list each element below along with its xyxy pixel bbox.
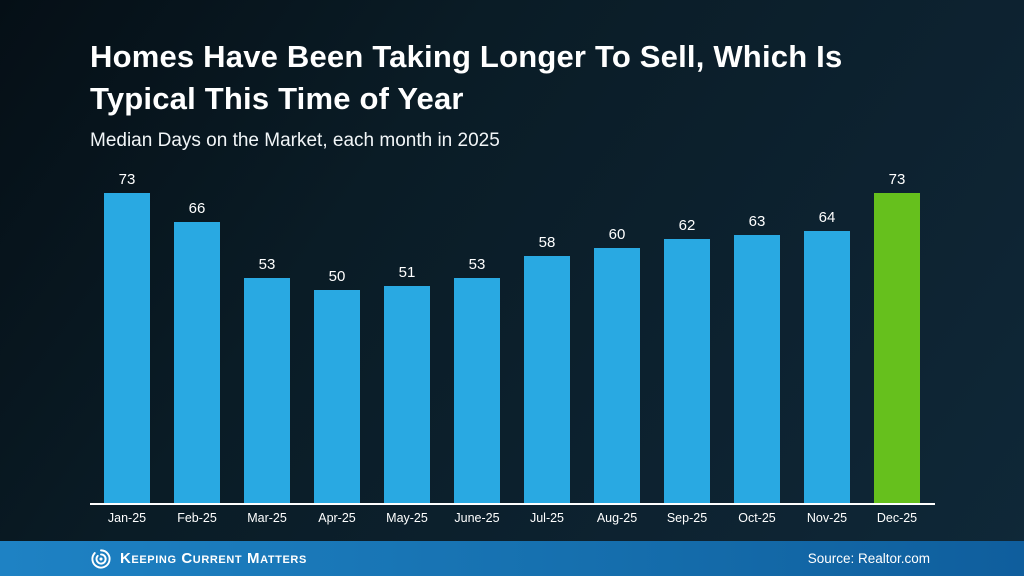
bar: [174, 222, 220, 503]
bar-slot: 64: [792, 209, 862, 503]
x-tick-label: June-25: [454, 511, 500, 525]
bar: [594, 248, 640, 503]
bar-value-label: 53: [258, 256, 276, 273]
bar-value-label: 66: [188, 200, 206, 217]
x-tick-label: Mar-25: [247, 511, 287, 525]
x-tick-label: Nov-25: [806, 511, 848, 525]
bar-value-label: 73: [118, 171, 136, 188]
chart-subtitle: Median Days on the Market, each month in…: [90, 130, 500, 151]
bar-slot: 62: [652, 217, 722, 503]
bar-slot: 50: [302, 268, 372, 503]
bar: [874, 193, 920, 503]
bar-value-label: 63: [748, 213, 766, 230]
x-tick-label: Jan-25: [107, 511, 147, 525]
bar-value-label: 73: [888, 171, 906, 188]
x-axis-labels: Jan-25 Feb-25 Mar-25 Apr-25 May-25 June-25 Jul…: [92, 511, 932, 525]
bar-slot: 53: [232, 256, 302, 503]
bar-slot: 58: [512, 234, 582, 503]
brand-name: Keeping Current Matters: [120, 550, 307, 567]
bar-slot: 53: [442, 256, 512, 503]
bar: [664, 239, 710, 503]
source-text: Source: Realtor.com: [807, 551, 930, 566]
bar-slot: 66: [162, 200, 232, 503]
header: Homes Have Been Taking Longer To Sell, W…: [90, 36, 970, 152]
bar: [804, 231, 850, 503]
x-tick-label: Jul-25: [529, 511, 565, 525]
bar: [454, 278, 500, 503]
x-tick-label: May-25: [386, 511, 428, 525]
bar: [314, 290, 360, 503]
brand: Keeping Current Matters: [90, 548, 307, 570]
bar: [104, 193, 150, 503]
bar: [734, 235, 780, 503]
bar-slot: 73: [862, 171, 932, 503]
bar-value-label: 50: [328, 268, 346, 285]
chart-title: Homes Have Been Taking Longer To Sell, W…: [90, 39, 843, 116]
x-tick-label: Apr-25: [318, 511, 356, 525]
x-tick-label: Feb-25: [177, 511, 217, 525]
x-tick-label: Oct-25: [738, 511, 776, 525]
bar-slot: 63: [722, 213, 792, 503]
bar-value-label: 53: [468, 256, 486, 273]
x-axis-line: [90, 503, 935, 505]
x-tick-label: Aug-25: [596, 511, 638, 525]
bar-slot: 60: [582, 226, 652, 503]
bar: [524, 256, 570, 503]
bar-value-label: 60: [608, 226, 626, 243]
bar-slot: 51: [372, 264, 442, 503]
bar-slot: 73: [92, 171, 162, 503]
bar: [244, 278, 290, 503]
footer-bar: Keeping Current Matters Source: Realtor.…: [0, 541, 1024, 576]
bar-value-label: 51: [398, 264, 416, 281]
bar-value-label: 64: [818, 209, 836, 226]
bar-value-label: 58: [538, 234, 556, 251]
bars-area: 73 66 53 50 51 53 58 60 62 63 64 73: [92, 163, 932, 503]
kcm-swirl-logo-icon: [91, 548, 111, 569]
bar: [384, 286, 430, 503]
x-tick-label: Dec-25: [876, 511, 918, 525]
bar-value-label: 62: [678, 217, 696, 234]
x-tick-label: Sep-25: [666, 511, 708, 525]
